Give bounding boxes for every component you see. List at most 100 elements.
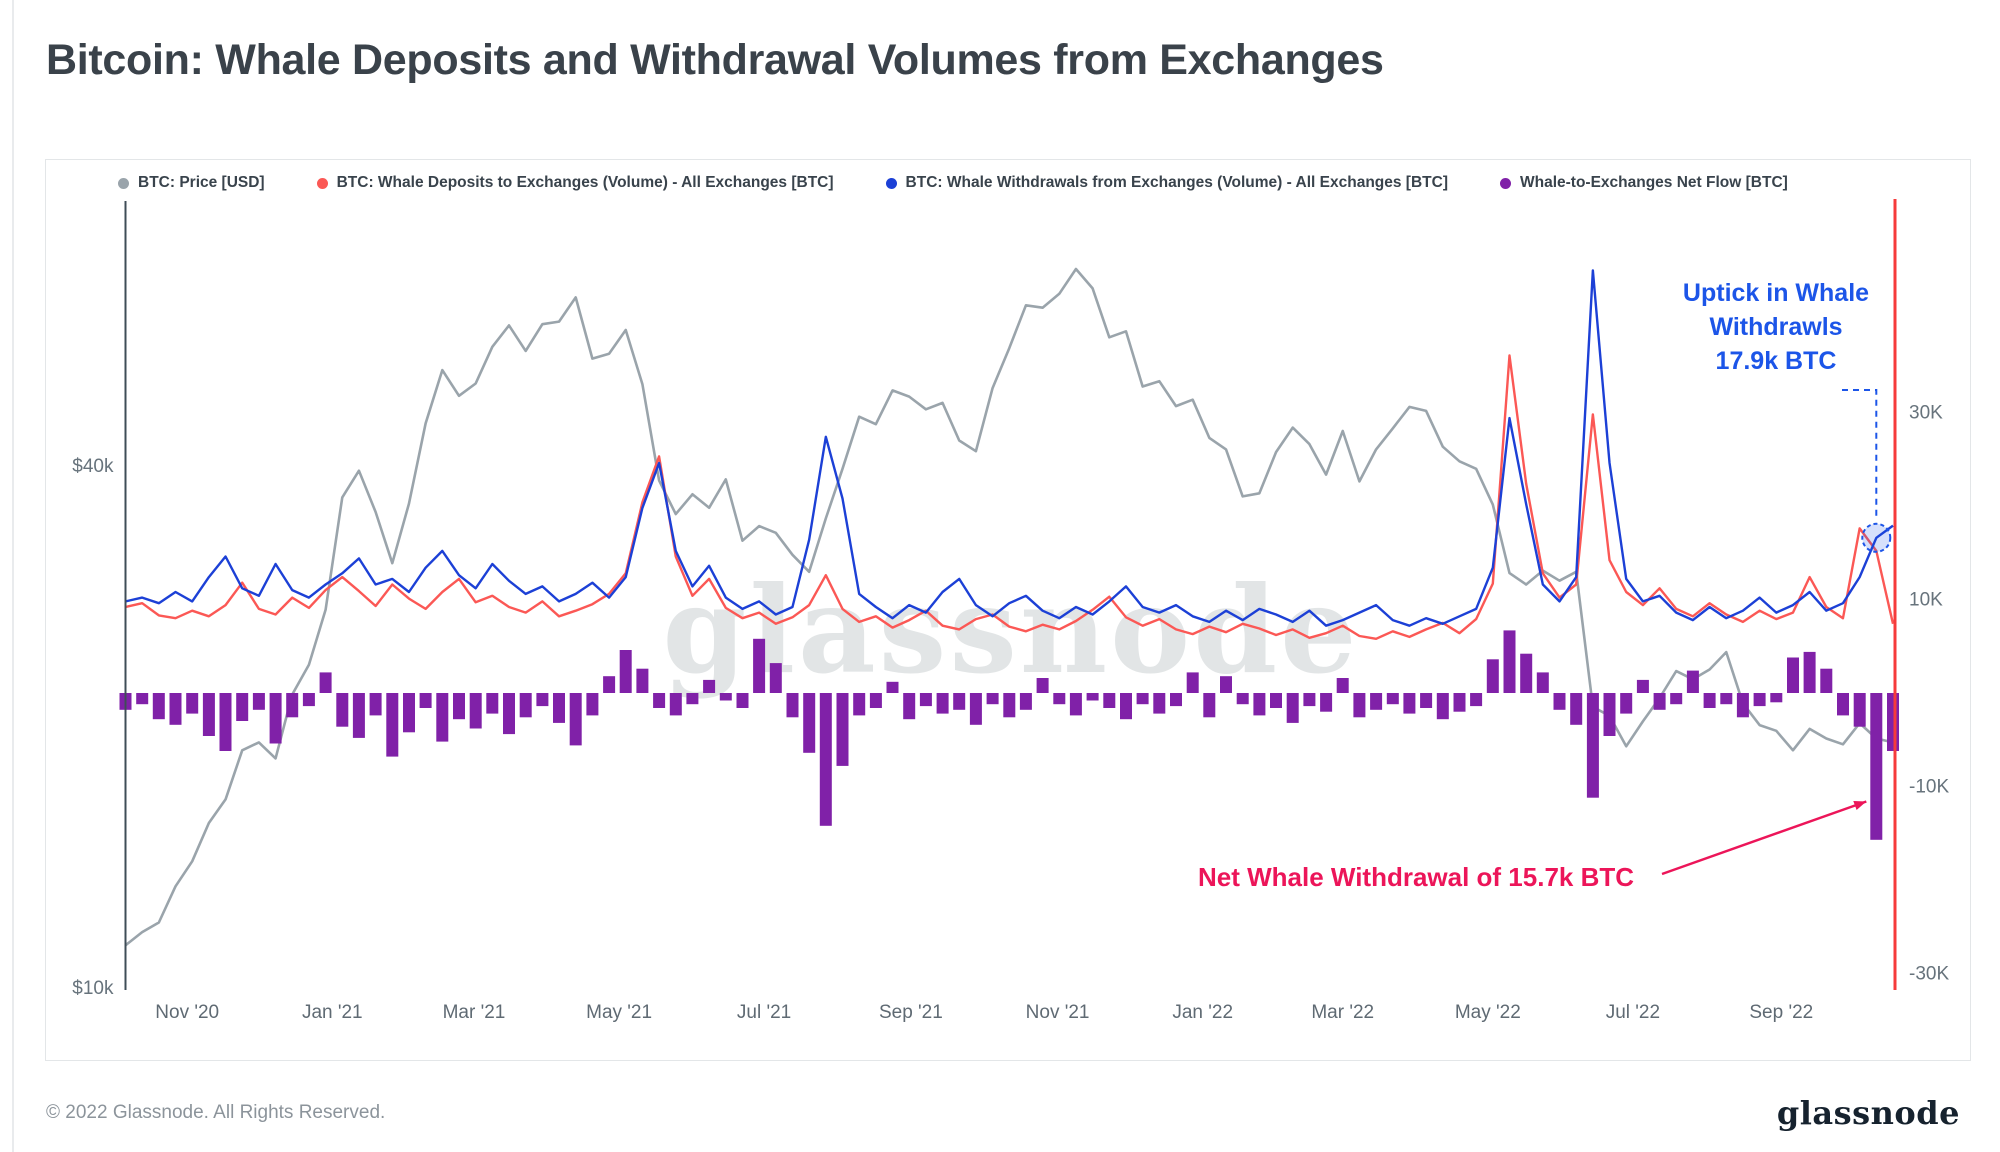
flow-axis-label: -10K bbox=[1909, 777, 1949, 798]
legend-item-deposits[interactable]: BTC: Whale Deposits to Exchanges (Volume… bbox=[316, 174, 834, 192]
netflow-bar bbox=[986, 693, 999, 705]
price-legend-dot-icon bbox=[118, 177, 129, 189]
netflow-bar bbox=[1103, 693, 1116, 708]
x-axis-label: Nov '21 bbox=[1026, 1002, 1090, 1023]
legend-label-withdrawals: BTC: Whale Withdrawals from Exchanges (V… bbox=[905, 174, 1448, 191]
glassnode-logo: glassnode bbox=[1776, 1094, 1960, 1132]
netflow-legend-dot-icon bbox=[1499, 177, 1511, 189]
annotation-whale-uptick-line2: Withdrawls bbox=[1709, 313, 1843, 341]
netflow-bar bbox=[1186, 672, 1199, 693]
netflow-bar bbox=[1803, 651, 1816, 693]
netflow-bar bbox=[1136, 693, 1149, 705]
net-withdrawal-arrowhead bbox=[1853, 801, 1867, 810]
page-title: Bitcoin: Whale Deposits and Withdrawal V… bbox=[46, 36, 1384, 84]
netflow-bar bbox=[903, 693, 916, 720]
price-axis-label: $40k bbox=[72, 456, 114, 477]
legend-item-price[interactable]: BTC: Price [USD] bbox=[118, 174, 265, 192]
chart-legend: BTC: Price [USD] BTC: Whale Deposits to … bbox=[118, 174, 1788, 192]
netflow-bar bbox=[436, 693, 449, 742]
netflow-bar bbox=[1753, 693, 1766, 707]
copyright-text: © 2022 Glassnode. All Rights Reserved. bbox=[46, 1102, 386, 1123]
netflow-bar bbox=[1370, 693, 1383, 710]
x-axis-label: Jul '21 bbox=[737, 1002, 791, 1023]
netflow-bar bbox=[1120, 693, 1132, 720]
netflow-bar bbox=[1820, 668, 1833, 693]
deposits-legend-dot-icon bbox=[316, 177, 328, 189]
netflow-bar bbox=[869, 693, 882, 708]
netflow-bar bbox=[1403, 693, 1416, 714]
netflow-bar bbox=[1303, 693, 1316, 707]
netflow-bar bbox=[1470, 693, 1483, 707]
netflow-bar bbox=[1170, 693, 1182, 707]
legend-label-deposits: BTC: Whale Deposits to Exchanges (Volume… bbox=[336, 174, 834, 191]
window-edge-line bbox=[12, 0, 14, 1152]
netflow-bar bbox=[686, 693, 699, 705]
withdrawals-legend-dot-icon bbox=[885, 177, 897, 189]
netflow-bar bbox=[969, 693, 982, 725]
netflow-bar bbox=[836, 693, 849, 766]
netflow-bar bbox=[286, 693, 299, 718]
netflow-bar bbox=[1620, 693, 1633, 714]
netflow-bar bbox=[486, 693, 499, 714]
netflow-bar bbox=[236, 693, 249, 721]
netflow-bar bbox=[819, 693, 832, 826]
netflow-bar bbox=[1220, 676, 1232, 693]
netflow-bar bbox=[1086, 693, 1099, 701]
netflow-bar bbox=[403, 693, 415, 733]
netflow-bar bbox=[386, 693, 399, 757]
netflow-bar bbox=[1036, 678, 1049, 693]
netflow-bar bbox=[1887, 693, 1899, 751]
netflow-bar bbox=[1636, 679, 1649, 693]
netflow-bar bbox=[1736, 693, 1749, 718]
netflow-bar bbox=[136, 693, 149, 705]
netflow-bar bbox=[1486, 659, 1499, 693]
netflow-bar bbox=[919, 693, 932, 707]
netflow-bar bbox=[453, 693, 465, 720]
netflow-bar bbox=[186, 693, 199, 714]
netflow-bar bbox=[1436, 693, 1449, 720]
netflow-bar bbox=[1670, 693, 1683, 705]
netflow-bar bbox=[469, 693, 482, 729]
netflow-bar bbox=[719, 693, 732, 701]
netflow-bar bbox=[369, 693, 382, 716]
netflow-bar bbox=[1386, 693, 1399, 705]
netflow-bar bbox=[1586, 693, 1599, 798]
netflow-bar bbox=[1653, 693, 1666, 710]
netflow-bar bbox=[519, 693, 532, 718]
flow-axis-label: 10K bbox=[1909, 590, 1943, 611]
netflow-bar bbox=[569, 693, 582, 746]
uptick-connector-dashed-line bbox=[1842, 389, 1878, 521]
netflow-bar bbox=[619, 650, 632, 693]
x-axis-label: Jul '22 bbox=[1606, 1002, 1660, 1023]
netflow-bar bbox=[603, 676, 616, 693]
netflow-bar bbox=[553, 693, 565, 723]
legend-item-netflow[interactable]: Whale-to-Exchanges Net Flow [BTC] bbox=[1499, 174, 1788, 192]
legend-label-price: BTC: Price [USD] bbox=[138, 174, 265, 191]
netflow-bar bbox=[269, 693, 282, 744]
netflow-bar bbox=[1336, 678, 1349, 693]
legend-item-withdrawals[interactable]: BTC: Whale Withdrawals from Exchanges (V… bbox=[885, 174, 1448, 192]
netflow-bar bbox=[1703, 693, 1716, 708]
netflow-bar bbox=[319, 672, 332, 693]
x-axis-label: Nov '20 bbox=[155, 1002, 219, 1023]
netflow-bar bbox=[1420, 693, 1433, 708]
annotation-whale-uptick-line3: 17.9k BTC bbox=[1715, 347, 1837, 375]
netflow-bar bbox=[1553, 693, 1566, 710]
netflow-bar bbox=[936, 693, 949, 714]
netflow-bar bbox=[336, 693, 349, 727]
x-axis-label: Mar '21 bbox=[443, 1002, 506, 1023]
netflow-bar bbox=[1069, 693, 1082, 716]
netflow-bar bbox=[886, 681, 899, 693]
netflow-bar bbox=[202, 693, 215, 736]
netflow-bar bbox=[586, 693, 599, 716]
x-axis-label: Jan '21 bbox=[302, 1002, 363, 1023]
netflow-bar bbox=[736, 693, 749, 708]
netflow-bar bbox=[536, 693, 549, 707]
netflow-bar bbox=[1003, 693, 1016, 718]
x-axis-label: Sep '21 bbox=[879, 1002, 943, 1023]
chart-plot: glassnode $40k $10k 30K 10K -10K -30K Nov '20 Ja… bbox=[72, 199, 1949, 1023]
netflow-bar bbox=[1353, 693, 1366, 718]
netflow-bar bbox=[1503, 630, 1516, 693]
netflow-bar bbox=[1286, 693, 1299, 723]
